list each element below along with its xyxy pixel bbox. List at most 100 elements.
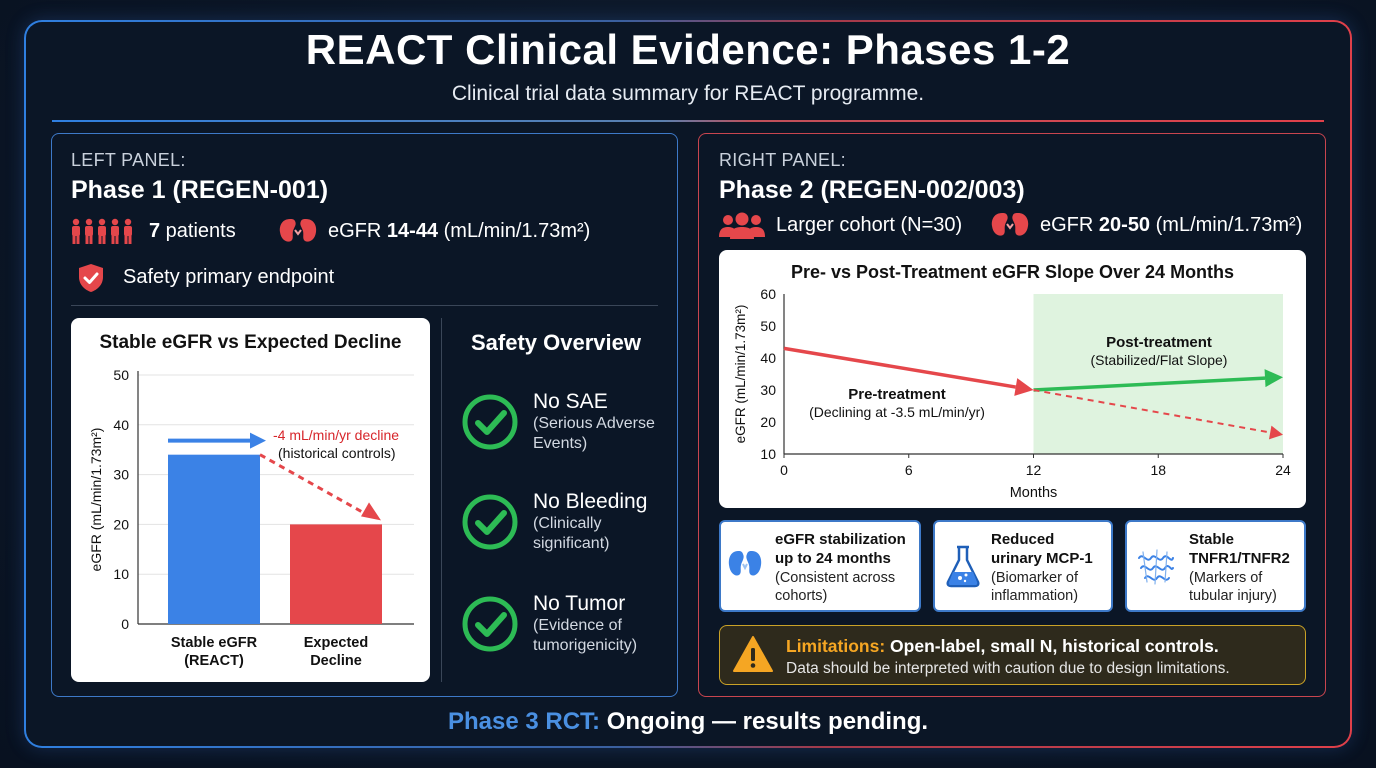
y-tick-label: 0 xyxy=(121,616,129,632)
check-mark xyxy=(475,410,507,435)
page-subtitle: Clinical trial data summary for REACT pr… xyxy=(451,82,925,105)
biomarker-sub: cohorts) xyxy=(775,588,828,604)
limitations-box: Limitations: Open-label, small N, histor… xyxy=(719,625,1306,685)
right-panel-kicker: RIGHT PANEL: xyxy=(719,150,846,170)
y-axis-label: eGFR (mL/min/1.73m²) xyxy=(88,428,104,572)
y-tick-label: 50 xyxy=(113,367,129,383)
primary-endpoint: Safety primary endpoint xyxy=(123,266,335,288)
safety-overview-title: Safety Overview xyxy=(471,330,641,355)
biomarker-sub: (Consistent across xyxy=(775,570,896,586)
biomarker-head: up to 24 months xyxy=(775,550,891,567)
left-panel-divider xyxy=(71,305,658,306)
safety-item-head: No Tumor xyxy=(533,592,626,615)
biomarker-head: TNFR1/TNFR2 xyxy=(1189,550,1290,567)
decline-annotation: -4 mL/min/yr decline xyxy=(273,427,399,443)
x-tick-label: (REACT) xyxy=(184,653,244,669)
x-tick-label: Decline xyxy=(310,653,362,669)
y-tick-label: 20 xyxy=(760,414,776,430)
y-tick-label: 40 xyxy=(113,417,129,433)
biomarker-head: Stable xyxy=(1189,531,1235,548)
line-chart: 10 20 30 40 50 60 0 6 12 18 24 Months eGFR (mL/min/1… xyxy=(733,286,1291,501)
series-line xyxy=(1033,376,1266,392)
biomarker-card-mcp1: Reduced urinary MCP-1 (Biomarker of infl… xyxy=(933,520,1113,612)
left-panel-kicker: LEFT PANEL: xyxy=(71,150,186,170)
x-tick-label: 12 xyxy=(1026,462,1042,478)
y-tick-label: 40 xyxy=(760,350,776,366)
cohort-size: Larger cohort (N=30) xyxy=(776,214,963,236)
egfr-range-phase2: eGFR 20-50 (mL/min/1.73m²) xyxy=(1040,214,1303,236)
protein-icon xyxy=(1138,549,1174,585)
check-circle-ring xyxy=(462,394,518,450)
y-tick-label: 30 xyxy=(113,467,129,483)
safety-item-sub: (Serious Adverse Events) xyxy=(533,415,655,452)
x-tick-label: 18 xyxy=(1150,462,1166,478)
check-circle-icon xyxy=(462,394,518,450)
series-arrow-head xyxy=(1268,425,1283,440)
biomarker-card-egfr: eGFR stabilization up to 24 months (Cons… xyxy=(719,520,921,612)
pre-treatment-note: (Declining at -3.5 mL/min/yr) xyxy=(809,404,985,420)
x-tick-label: Expected xyxy=(304,635,368,651)
safety-item-sub: (Clinically significant) xyxy=(533,515,610,552)
safety-item-sub: (Evidence of tumorigenicity) xyxy=(533,617,638,654)
page-title: REACT Clinical Evidence: Phases 1-2 xyxy=(305,26,1071,73)
title-divider xyxy=(52,120,1324,122)
decline-arrow xyxy=(259,453,364,514)
safety-item-head: No SAE xyxy=(533,390,608,413)
y-tick-label: 10 xyxy=(760,446,776,462)
footer-status: Phase 3 RCT: Ongoing — results pending. xyxy=(447,708,929,735)
safety-item-head: No Bleeding xyxy=(533,490,648,513)
bar xyxy=(290,524,382,624)
x-tick-label: 6 xyxy=(905,462,913,478)
series-line xyxy=(1033,389,1271,434)
bar xyxy=(168,454,260,624)
check-mark xyxy=(475,510,507,535)
flask-icon xyxy=(946,545,980,588)
shield-icon xyxy=(79,264,103,292)
left-panel xyxy=(51,133,678,697)
biomarker-sub: inflammation) xyxy=(991,588,1079,604)
limitations-heading: Limitations: Open-label, small N, histor… xyxy=(786,636,1219,656)
limitations-note: Data should be interpreted with caution … xyxy=(786,660,1230,677)
kidney-icon xyxy=(991,213,1029,236)
right-panel-title: Phase 2 (REGEN-002/003) xyxy=(719,176,1025,204)
series-arrow-head xyxy=(1264,369,1283,388)
y-tick-label: 30 xyxy=(760,382,776,398)
check-mark xyxy=(475,612,507,637)
check-circle-ring xyxy=(462,494,518,550)
check-circle-ring xyxy=(462,596,518,652)
bar-chart-card: Stable eGFR vs Expected Decline 0 10 20 30 4… xyxy=(71,318,430,682)
right-panel xyxy=(698,133,1326,697)
line-chart-title: Pre- vs Post-Treatment eGFR Slope Over 2… xyxy=(790,262,1235,282)
biomarker-card-tnfr: Stable TNFR1/TNFR2 (Markers of tubular i… xyxy=(1125,520,1306,612)
patients-count: 7 patients xyxy=(149,220,236,242)
y-tick-label: 50 xyxy=(760,318,776,334)
series-arrow-head xyxy=(1014,378,1034,396)
decline-arrow-head xyxy=(361,502,381,521)
bar-chart-title: Stable eGFR vs Expected Decline xyxy=(99,332,402,353)
check-circle-icon xyxy=(462,494,518,550)
post-treatment-note: (Stabilized/Flat Slope) xyxy=(1091,352,1228,368)
decline-annotation-note: (historical controls) xyxy=(278,445,395,461)
warning-icon xyxy=(733,636,773,672)
check-circle-icon xyxy=(462,596,518,652)
patients-icon xyxy=(72,218,132,244)
post-treatment-region xyxy=(1033,294,1283,454)
pre-treatment-label: Pre-treatment xyxy=(848,386,946,403)
kidney-icon xyxy=(279,219,317,242)
series-line xyxy=(783,346,1017,389)
left-panel-title: Phase 1 (REGEN-001) xyxy=(71,176,329,204)
y-tick-label: 20 xyxy=(113,516,129,532)
biomarker-head: eGFR stabilization xyxy=(775,531,906,548)
post-treatment-label: Post-treatment xyxy=(1106,334,1212,351)
left-panel-vertical-divider xyxy=(441,318,442,682)
x-tick-label: Stable eGFR xyxy=(171,635,258,651)
group-icon xyxy=(719,212,765,239)
line-chart-card: Pre- vs Post-Treatment eGFR Slope Over 2… xyxy=(719,250,1306,508)
y-tick-label: 60 xyxy=(760,286,776,302)
biomarker-sub: (Biomarker of xyxy=(991,570,1079,586)
bar-chart: 0 10 20 30 40 50 eGFR (mL/min/1.73m²) Stable eG… xyxy=(88,367,414,669)
egfr-range-phase1: eGFR 14-44 (mL/min/1.73m²) xyxy=(328,220,591,242)
biomarker-sub: tubular injury) xyxy=(1189,588,1277,604)
biomarker-head: urinary MCP-1 xyxy=(991,550,1093,567)
y-tick-label: 10 xyxy=(113,566,129,582)
